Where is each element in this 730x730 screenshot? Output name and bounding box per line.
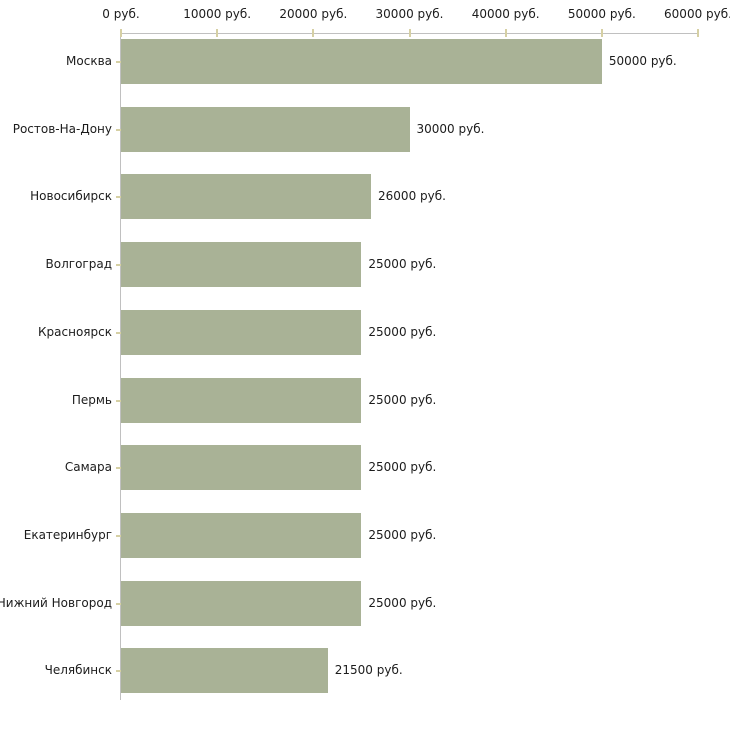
x-axis-tick-label: 0 руб. [102,7,140,21]
category-label: Пермь [71,392,112,407]
x-axis-tick-mark-icon [216,29,219,37]
x-axis-tick-label: 60000 руб. [664,7,730,21]
category-tick-mark-icon [116,264,121,267]
bar-row: Красноярск 25000 руб. [38,305,698,373]
bar [121,242,362,288]
bar [121,580,362,626]
bar-row: Нижний Новгород 25000 руб. [0,576,698,644]
value-label: 25000 руб. [368,460,437,475]
category-label: Волгоград [45,257,112,272]
bar [121,377,362,423]
category-label: Ростов-На-Дону [12,121,112,136]
value-label: 30000 руб. [416,121,485,136]
bar-row: Самара 25000 руб. [65,440,698,508]
bar [121,39,602,84]
bar-row: Пермь 25000 руб. [72,373,698,441]
category-tick-mark-icon [116,399,121,402]
category-label: Нижний Новгород [0,595,112,610]
value-label: 25000 руб. [368,527,437,542]
category-tick-mark-icon [116,467,121,470]
bar-row: Новосибирск 26000 руб. [30,169,698,237]
value-label: 25000 руб. [368,392,437,407]
x-axis-tick-mark-icon [120,29,122,37]
x-axis-tick-mark-icon [312,29,315,37]
value-label: 25000 руб. [368,324,437,339]
bar [121,174,372,220]
bar-row: Челябинск 21500 руб. [45,643,698,711]
value-label: 21500 руб. [334,663,403,678]
category-label: Москва [66,54,112,68]
category-tick-mark-icon [116,602,121,605]
x-axis-tick-label: 30000 руб. [375,7,444,21]
bar [121,512,362,558]
value-label: 25000 руб. [368,257,437,272]
bar [121,106,410,152]
bar-row: Волгоград 25000 руб. [46,237,698,305]
value-label: 26000 руб. [378,189,446,204]
x-axis-tick-mark-icon [697,29,699,37]
x-axis-tick-mark-icon [408,29,411,37]
category-tick-mark-icon [116,534,121,537]
category-tick-mark-icon [116,196,121,199]
bar [121,309,362,355]
category-tick-mark-icon [116,61,121,63]
bar-row: Москва 50000 руб. [66,34,698,102]
x-axis-tick-label: 20000 руб. [279,7,348,21]
bar [121,445,362,491]
x-axis-tick-mark-icon [600,29,603,37]
x-axis-tick-label: 50000 руб. [567,7,636,21]
x-axis-tick-label: 40000 руб. [471,7,540,21]
x-axis-tick-mark-icon [504,29,507,37]
value-label: 50000 руб. [608,54,677,68]
x-axis-tick-label: 10000 руб. [183,7,252,21]
category-tick-mark-icon [116,670,121,673]
bar-row: Екатеринбург 25000 руб. [24,508,698,576]
bar-row: Ростов-На-Дону 30000 руб. [13,102,698,170]
category-label: Челябинск [44,663,112,678]
category-tick-mark-icon [116,128,121,131]
plot-area: 0 руб. 10000 руб. 20000 руб. 30000 руб. 4000… [0,7,730,700]
category-label: Екатеринбург [23,527,112,542]
category-label: Самара [64,460,112,475]
category-label: Новосибирск [30,189,112,204]
category-label: Красноярск [38,324,112,339]
bar [121,648,328,694]
value-label: 25000 руб. [368,595,437,610]
category-tick-mark-icon [116,331,121,334]
